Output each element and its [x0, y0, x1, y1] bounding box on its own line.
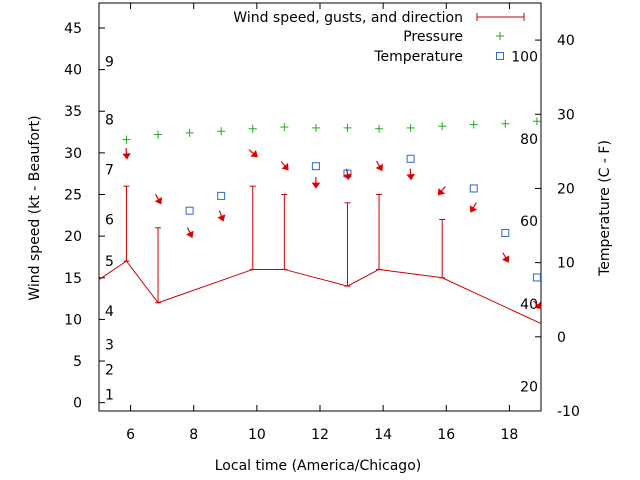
x-tick-label: 6	[126, 427, 135, 443]
pressure-series	[122, 117, 541, 144]
y-axis-left-label: Wind speed (kt - Beaufort)	[27, 115, 43, 300]
temperature-point	[406, 154, 415, 163]
beaufort-label: 2	[105, 362, 114, 378]
beaufort-label: 3	[105, 337, 114, 353]
pressure-point	[438, 122, 447, 131]
x-tick-label: 10	[248, 427, 266, 443]
temperature-point	[532, 273, 541, 282]
wind-direction-arrow	[343, 168, 352, 181]
x-tick-label: 12	[311, 427, 329, 443]
y-left-tick-label: 30	[64, 146, 82, 162]
beaufort-label: 9	[105, 54, 114, 70]
x-tick-label: 16	[437, 427, 455, 443]
wind-direction-arrow	[185, 227, 194, 239]
legend-pressure-marker	[496, 32, 504, 40]
wind-direction-arrow	[437, 186, 446, 196]
beaufort-label: 4	[105, 304, 114, 320]
wind-direction-series	[122, 147, 542, 310]
wind-direction-arrow	[311, 177, 321, 189]
pressure-point	[343, 123, 352, 132]
wind-direction-arrow	[406, 168, 415, 181]
beaufort-label: 6	[105, 212, 114, 228]
y-left-tick-label: 45	[64, 21, 82, 37]
y-left-tick-label: 5	[73, 354, 82, 370]
beaufort-label: 8	[105, 113, 114, 129]
axis-ticks: 6 8 10 12 14 16 18051015202530354045-100102030…	[64, 3, 580, 443]
pressure-point	[532, 117, 541, 126]
legend-temperature-marker	[496, 52, 504, 60]
y-right-tick-label: -10	[557, 404, 580, 420]
pressure-point	[154, 130, 163, 139]
plot-frame	[98, 2, 542, 412]
legend-pressure-label: Pressure	[403, 29, 463, 45]
wind-direction-arrow	[248, 149, 258, 158]
beaufort-label: 1	[105, 387, 114, 403]
temperature-point	[185, 206, 194, 215]
temperature-point	[501, 228, 510, 237]
wind-direction-arrow	[501, 252, 510, 263]
y-right-tick-label: 10	[557, 256, 575, 272]
y-right-tick-label: 0	[557, 330, 566, 346]
fahrenheit-label: 100	[511, 49, 538, 65]
fahrenheit-label: 80	[520, 132, 538, 148]
x-tick-label: 18	[501, 427, 519, 443]
wind-direction-arrow	[375, 160, 384, 172]
y-axis-right-label: Temperature (C - F)	[597, 140, 613, 277]
wind-direction-arrow	[469, 202, 478, 213]
wind-speed-line	[99, 260, 541, 325]
wind-direction-arrow	[532, 300, 542, 310]
y-right-tick-label: 40	[557, 33, 575, 49]
fahrenheit-label: 20	[520, 380, 538, 396]
fahrenheit-label: 60	[520, 214, 538, 230]
pressure-point	[375, 124, 384, 133]
fahrenheit-label: 40	[520, 297, 538, 313]
wind-direction-arrow	[217, 210, 226, 222]
beaufort-label: 7	[105, 163, 114, 179]
x-tick-label: 14	[374, 427, 392, 443]
y-left-tick-label: 10	[64, 312, 82, 328]
pressure-point	[248, 124, 257, 133]
beaufort-label: 5	[105, 254, 114, 270]
wind-direction-arrow	[154, 194, 163, 205]
legend: Wind speed, gusts, and direction Pressur…	[233, 10, 525, 65]
temperature-point	[217, 191, 226, 200]
pressure-point	[406, 123, 415, 132]
y-left-tick-label: 0	[73, 396, 82, 412]
pressure-point	[122, 135, 131, 144]
wind-series	[99, 185, 541, 325]
y-left-tick-label: 35	[64, 104, 82, 120]
pressure-point	[280, 123, 289, 132]
temperature-series	[185, 154, 541, 282]
y-right-tick-label: 20	[557, 181, 575, 197]
x-axis-label: Local time (America/Chicago)	[215, 458, 421, 474]
temperature-point	[311, 162, 320, 171]
wind-direction-arrow	[280, 161, 289, 171]
pressure-point	[217, 127, 226, 136]
y-left-tick-label: 20	[64, 229, 82, 245]
pressure-point	[311, 123, 320, 132]
legend-wind-label: Wind speed, gusts, and direction	[233, 10, 463, 26]
x-tick-label: 8	[189, 427, 198, 443]
wind-direction-arrow	[122, 147, 131, 160]
legend-temperature-label: Temperature	[373, 49, 463, 65]
temperature-point	[469, 184, 478, 193]
y-left-tick-label: 25	[64, 188, 82, 204]
y-left-tick-label: 40	[64, 63, 82, 79]
y-right-tick-label: 30	[557, 107, 575, 123]
pressure-point	[469, 120, 478, 129]
y-left-tick-label: 15	[64, 271, 82, 287]
pressure-point	[185, 128, 194, 137]
pressure-point	[501, 119, 510, 128]
